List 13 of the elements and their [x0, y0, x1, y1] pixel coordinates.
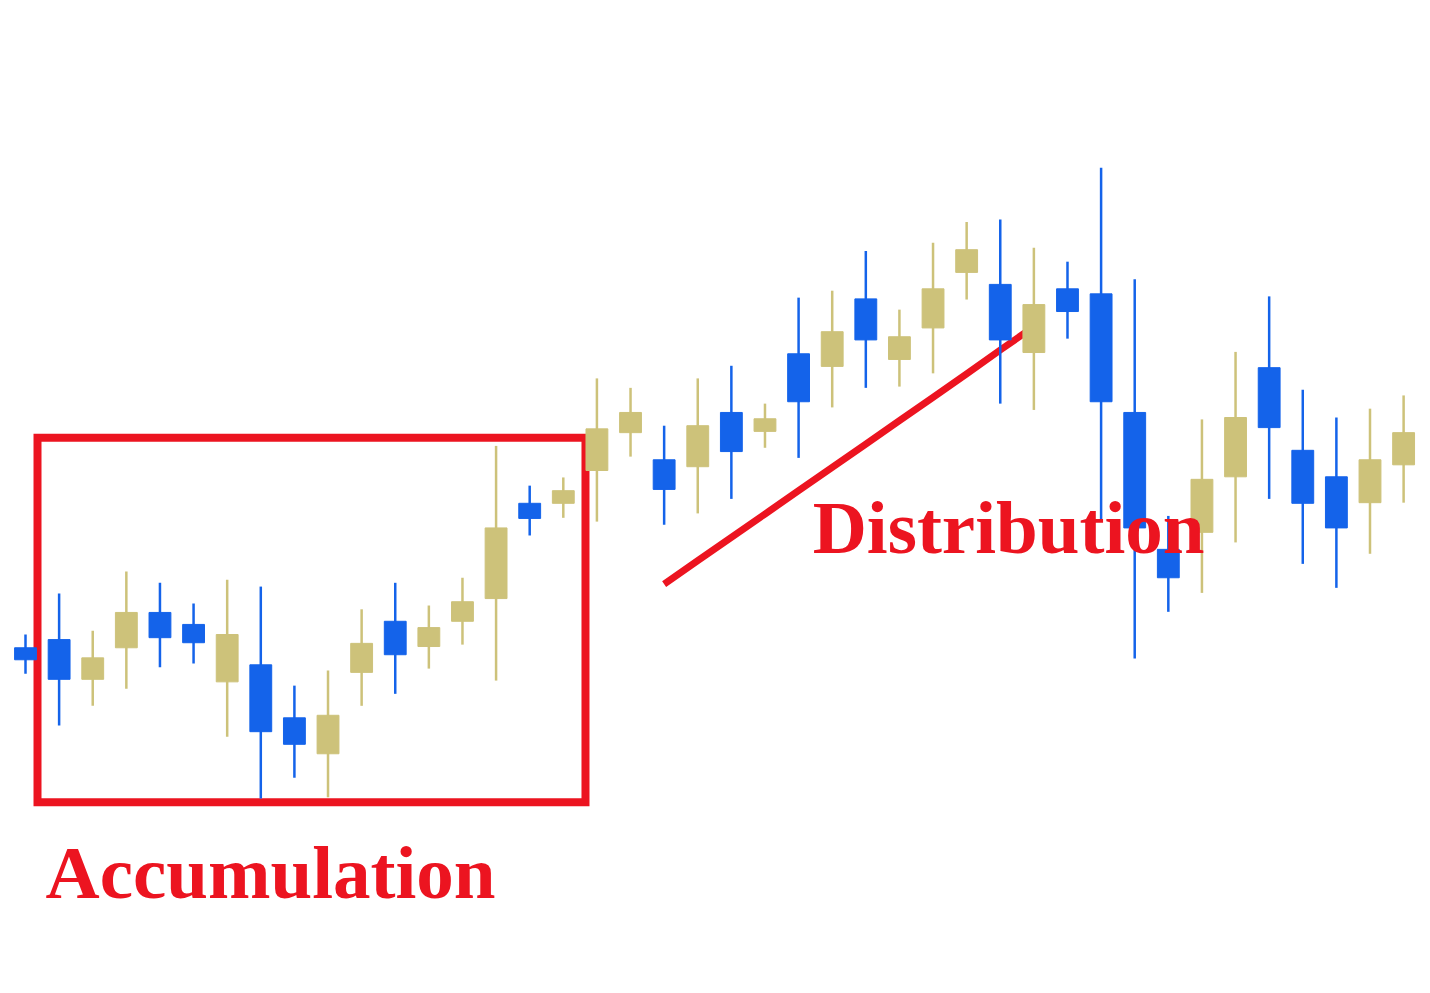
candlestick [1056, 260, 1079, 340]
candlestick [81, 629, 105, 708]
candlestick [955, 220, 979, 301]
candlestick [888, 308, 911, 388]
candlestick [451, 576, 474, 646]
candlestick [753, 402, 777, 450]
candlestick [182, 602, 205, 665]
candlestick [518, 484, 542, 537]
candlestick [14, 633, 37, 675]
text: Accumulation [45, 830, 496, 914]
candlestick [417, 604, 441, 670]
candlestick [619, 386, 642, 458]
candlestick [551, 476, 575, 520]
